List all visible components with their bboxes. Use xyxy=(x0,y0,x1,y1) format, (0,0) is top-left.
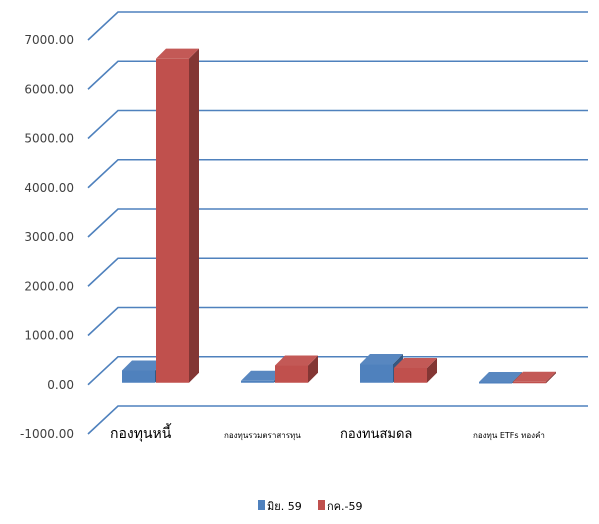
y-tick-label: -1000.00 xyxy=(20,427,74,441)
gridline xyxy=(87,60,588,90)
y-tick-label: 5000.00 xyxy=(24,132,74,146)
y-axis: 7000.00 6000.00 5000.00 4000.00 3000.00 2000.… xyxy=(20,33,74,441)
bar-top xyxy=(513,371,556,382)
bar-side xyxy=(308,355,318,383)
x-category-label: กองทุนหนี้ xyxy=(110,423,172,442)
bar-top xyxy=(360,354,403,365)
gridline xyxy=(87,158,588,189)
legend-swatch xyxy=(258,500,265,510)
gridline xyxy=(87,208,588,238)
gridline xyxy=(87,306,588,337)
bar-front xyxy=(241,380,274,383)
gridline xyxy=(87,11,588,41)
bars xyxy=(122,48,556,384)
bar-side xyxy=(427,357,437,383)
y-tick-label: 3000.00 xyxy=(24,230,74,244)
bar-top xyxy=(394,357,437,368)
bar-top xyxy=(275,355,318,366)
y-tick-label: 4000.00 xyxy=(24,181,74,195)
x-category-label: กองทนสมดล xyxy=(340,427,412,442)
bar-front xyxy=(122,370,155,383)
bar-front xyxy=(156,58,189,383)
legend-swatch xyxy=(318,500,325,510)
gridline xyxy=(87,109,588,140)
x-axis: กองทุนหนี้ กองทุนรวมตราสารทุน กองทนสมดล กอง… xyxy=(110,423,545,442)
bar-front xyxy=(479,382,512,384)
gridline xyxy=(87,405,588,435)
bar-side xyxy=(189,48,199,383)
y-tick-label: 0.00 xyxy=(47,378,74,392)
bar-top xyxy=(479,372,522,383)
y-tick-label: 7000.00 xyxy=(24,33,74,47)
gridlines xyxy=(87,11,588,435)
y-tick-label: 2000.00 xyxy=(24,279,74,293)
legend: มิย. 59 กค.-59 xyxy=(258,500,362,513)
gridline xyxy=(87,257,588,287)
legend-label: มิย. 59 xyxy=(267,500,302,513)
gridline xyxy=(87,355,588,386)
bar-top xyxy=(122,360,165,371)
bar-front xyxy=(513,381,546,384)
legend-label: กค.-59 xyxy=(327,500,362,513)
y-tick-label: 6000.00 xyxy=(24,82,74,96)
bar-front xyxy=(394,367,427,383)
y-tick-label: 1000.00 xyxy=(24,329,74,343)
bar-front xyxy=(275,365,308,383)
bar-top xyxy=(241,370,284,381)
bar-front xyxy=(360,364,393,383)
bar-side xyxy=(546,371,556,384)
bar-top xyxy=(156,48,199,59)
x-category-label: กองทุนรวมตราสารทุน xyxy=(224,431,301,440)
x-category-label: กองทุน ETFs ทองคำ xyxy=(473,431,545,440)
